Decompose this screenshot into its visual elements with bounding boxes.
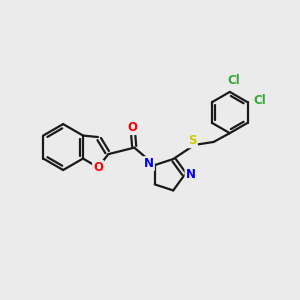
Text: Cl: Cl [228,74,241,87]
Text: O: O [128,121,138,134]
Text: O: O [93,161,103,174]
Text: Cl: Cl [254,94,266,107]
Text: S: S [188,134,197,147]
Text: N: N [144,157,154,170]
Text: N: N [185,168,196,181]
